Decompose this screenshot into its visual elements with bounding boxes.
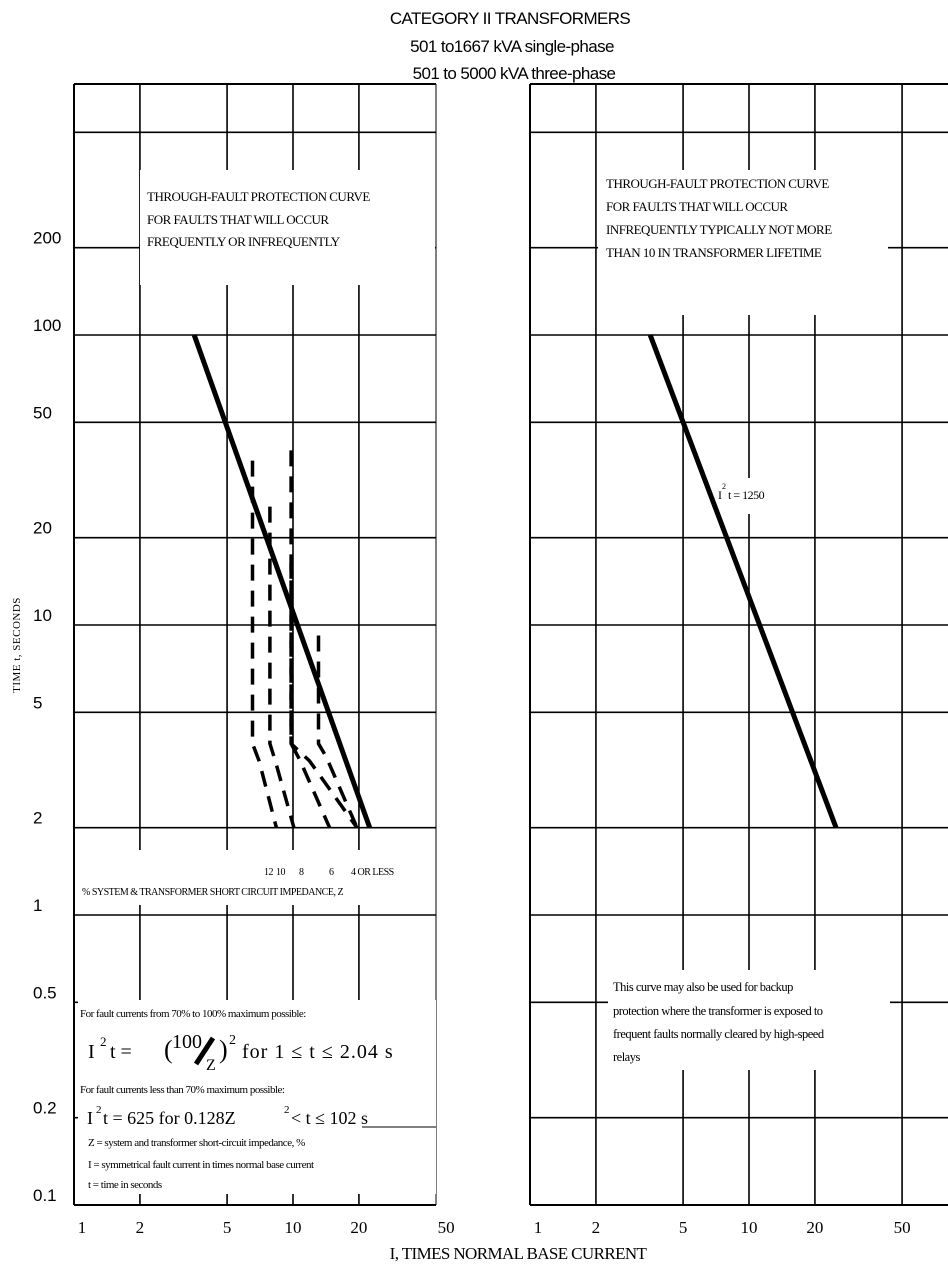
y-tick-label-200: 200	[33, 229, 61, 248]
curve-label-exp: 2	[722, 482, 726, 491]
impedance-tick-6: 6	[329, 867, 334, 878]
y-tick-label-100: 100	[33, 316, 61, 335]
impedance-labels: 12 10 8 6 4 OR LESS % SYSTEM & TRANSFORM…	[82, 867, 394, 898]
legend-mask	[78, 1130, 436, 1194]
left-panel-curves	[191, 334, 373, 829]
right-note-line-3: frequent faults normally cleared by high…	[613, 1027, 825, 1041]
title-line-2: 501 to1667 kVA single-phase	[410, 37, 614, 56]
left-x-tick-label-20: 20	[350, 1218, 367, 1237]
right-x-tick-label-2: 2	[592, 1218, 601, 1237]
right-curve-label-mask	[710, 478, 810, 514]
right-panel-note: This curve may also be used for backup p…	[613, 980, 825, 1064]
right-x-tick-label-20: 20	[806, 1218, 823, 1237]
formula-2-exp2: 2	[284, 1104, 290, 1116]
formula-1-exp: 2	[100, 1034, 107, 1049]
formula-1-t: t =	[110, 1041, 132, 1063]
left-series-z-12	[250, 460, 279, 829]
left-series-z-10	[268, 506, 296, 829]
formula-2-i: I	[87, 1108, 93, 1128]
impedance-caption: % SYSTEM & TRANSFORMER SHORT CIRCUIT IMP…	[82, 887, 343, 898]
y-tick-label-0.1: 0.1	[33, 1186, 57, 1205]
left-heading-mask	[140, 170, 435, 285]
right-heading-line-1: THROUGH-FAULT PROTECTION CURVE	[606, 176, 829, 191]
right-heading-line-3: INFREQUENTLY TYPICALLY NOT MORE	[606, 222, 832, 237]
y-tick-labels: 0.1 0.2 0.5 1 2 5 10 20 50 100 200	[33, 229, 61, 1205]
y-axis-label: TIME t, SECONDS	[11, 597, 23, 693]
y-tick-label-0.5: 0.5	[33, 983, 57, 1002]
title-line-3: 501 to 5000 kVA three-phase	[413, 64, 616, 83]
formula-1-i: I	[88, 1041, 95, 1063]
right-curve-label: I 2 t = 1250	[718, 482, 765, 502]
x-tick-labels: 1 2 5 10 20 50 1 2 5 10 20 50	[78, 1218, 911, 1237]
formula-1-power: 2	[229, 1033, 236, 1048]
legend-line-2: I = symmetrical fault current in times n…	[88, 1159, 314, 1171]
right-panel-heading: THROUGH-FAULT PROTECTION CURVE FOR FAULT…	[606, 176, 833, 260]
formula-2-exp: 2	[96, 1104, 102, 1116]
right-x-tick-label-10: 10	[741, 1218, 758, 1237]
formula-legend: Z = system and transformer short-circuit…	[88, 1137, 314, 1191]
formula-2-caption: For fault currents less than 70% maximum…	[80, 1084, 285, 1096]
left-series-z-6	[316, 635, 359, 829]
formula-1-paren-open: (	[164, 1035, 173, 1064]
right-note-mask	[608, 970, 890, 1070]
formula-2: For fault currents less than 70% maximum…	[80, 1084, 436, 1128]
right-note-line-1: This curve may also be used for backup	[613, 980, 793, 994]
right-heading-line-2: FOR FAULTS THAT WILL OCCUR	[606, 199, 788, 214]
title-line-1: CATEGORY II TRANSFORMERS	[390, 9, 631, 28]
text-masks	[78, 170, 890, 1194]
curve-label-rest: t = 1250	[728, 488, 765, 502]
left-heading-line-1: THROUGH-FAULT PROTECTION CURVE	[147, 189, 370, 204]
chart-title: CATEGORY II TRANSFORMERS 501 to1667 kVA …	[390, 9, 631, 83]
y-tick-label-1: 1	[33, 896, 42, 915]
right-note-line-2: protection where the transformer is expo…	[613, 1004, 823, 1018]
right-note-line-4: relays	[613, 1050, 640, 1064]
right-x-tick-label-1: 1	[534, 1218, 543, 1237]
right-heading-mask	[598, 170, 888, 315]
impedance-tick-4: 4 OR LESS	[351, 867, 394, 878]
curve-label-i: I	[718, 488, 722, 502]
y-tick-label-0.2: 0.2	[33, 1099, 57, 1118]
x-axis-label: I, TIMES NORMAL BASE CURRENT	[390, 1244, 648, 1263]
left-series-z-8	[289, 562, 332, 829]
right-panel-curves	[647, 334, 839, 829]
right-x-tick-label-5: 5	[679, 1218, 688, 1237]
y-tick-label-10: 10	[33, 606, 52, 625]
impedance-tick-10: 10	[276, 867, 286, 878]
formula-1: For fault currents from 70% to 100% maxi…	[80, 1008, 394, 1074]
left-panel-heading: THROUGH-FAULT PROTECTION CURVE FOR FAULT…	[147, 189, 371, 249]
legend-line-3: t = time in seconds	[88, 1179, 162, 1191]
left-series-limit-curve	[191, 334, 373, 829]
legend-line-1: Z = system and transformer short-circuit…	[88, 1137, 305, 1149]
left-heading-line-2: FOR FAULTS THAT WILL OCCUR	[147, 212, 329, 227]
formula-2-range: < t ≤ 102 s	[291, 1108, 368, 1128]
formula-1-caption: For fault currents from 70% to 100% maxi…	[80, 1008, 306, 1020]
right-x-tick-label-50: 50	[894, 1218, 911, 1237]
right-series-limit-curve	[647, 334, 839, 829]
formula-1-numerator: 100	[172, 1031, 202, 1053]
formula-2-body: t = 625 for 0.128Z	[103, 1108, 236, 1128]
impedance-tick-12: 12	[264, 867, 274, 878]
left-x-tick-label-1: 1	[78, 1218, 87, 1237]
formula-1-denominator: Z	[206, 1057, 216, 1074]
left-x-tick-label-10: 10	[285, 1218, 302, 1237]
formula-1-paren-close: )	[219, 1035, 228, 1064]
y-tick-label-2: 2	[33, 809, 42, 828]
y-tick-label-5: 5	[33, 693, 42, 712]
impedance-tick-8: 8	[299, 867, 304, 878]
formula-1-range: for 1 ≤ t ≤ 2.04 s	[242, 1041, 394, 1063]
left-x-tick-label-2: 2	[136, 1218, 145, 1237]
formula-1-slash	[193, 1036, 216, 1066]
impedance-mask	[78, 850, 430, 905]
left-x-tick-label-5: 5	[223, 1218, 232, 1237]
formula-mask	[78, 1000, 436, 1130]
y-tick-label-50: 50	[33, 403, 52, 422]
y-tick-label-20: 20	[33, 519, 52, 538]
right-heading-line-4: THAN 10 IN TRANSFORMER LIFETIME	[606, 245, 822, 260]
left-heading-line-3: FREQUENTLY OR INFREQUENTLY	[147, 234, 341, 249]
left-x-tick-label-50: 50	[438, 1218, 455, 1237]
